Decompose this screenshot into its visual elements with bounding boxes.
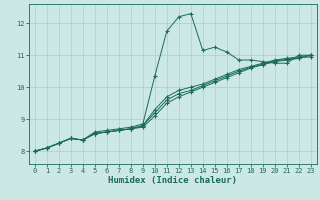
X-axis label: Humidex (Indice chaleur): Humidex (Indice chaleur)	[108, 176, 237, 185]
